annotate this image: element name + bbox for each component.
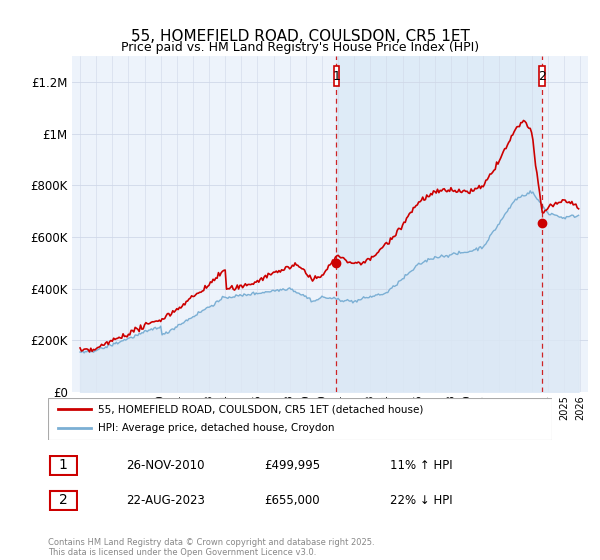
Text: HPI: Average price, detached house, Croydon: HPI: Average price, detached house, Croy… [98,423,335,433]
Text: 26-NOV-2010: 26-NOV-2010 [126,459,205,472]
Text: 2: 2 [538,69,545,82]
Text: 1: 1 [332,69,340,82]
Text: 11% ↑ HPI: 11% ↑ HPI [390,459,452,472]
Text: Price paid vs. HM Land Registry's House Price Index (HPI): Price paid vs. HM Land Registry's House … [121,41,479,54]
Text: 22-AUG-2023: 22-AUG-2023 [126,493,205,507]
Bar [337,56,542,392]
Text: 55, HOMEFIELD ROAD, COULSDON, CR5 1ET (detached house): 55, HOMEFIELD ROAD, COULSDON, CR5 1ET (d… [98,404,424,414]
FancyBboxPatch shape [539,66,545,86]
Text: £499,995: £499,995 [264,459,320,472]
Text: £655,000: £655,000 [264,493,320,507]
FancyBboxPatch shape [334,66,339,86]
Text: Contains HM Land Registry data © Crown copyright and database right 2025.
This d: Contains HM Land Registry data © Crown c… [48,538,374,557]
Text: 2: 2 [59,493,67,507]
Text: 1: 1 [59,458,67,473]
Text: 55, HOMEFIELD ROAD, COULSDON, CR5 1ET: 55, HOMEFIELD ROAD, COULSDON, CR5 1ET [131,29,469,44]
Text: 22% ↓ HPI: 22% ↓ HPI [390,493,452,507]
